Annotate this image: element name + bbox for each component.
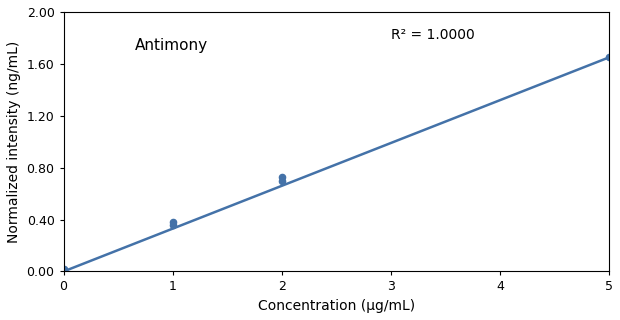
- Point: [277, 174, 286, 179]
- Point: [58, 269, 68, 274]
- X-axis label: Concentration (μg/mL): Concentration (μg/mL): [258, 299, 415, 313]
- Point: [167, 222, 177, 227]
- Point: [277, 178, 286, 183]
- Y-axis label: Normalized intensity (ng/mL): Normalized intensity (ng/mL): [7, 41, 21, 243]
- Point: [167, 220, 177, 225]
- Text: R² = 1.0000: R² = 1.0000: [391, 28, 474, 42]
- Text: Antimony: Antimony: [135, 38, 208, 53]
- Point: [58, 266, 68, 271]
- Point: [604, 55, 614, 60]
